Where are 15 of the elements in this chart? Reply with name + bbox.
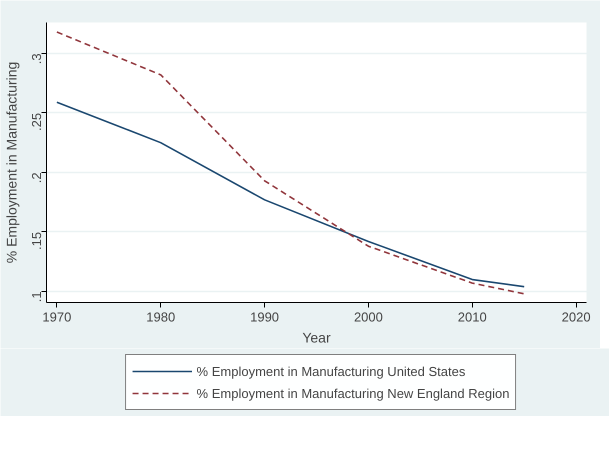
x-tick-label: 1990 (250, 310, 280, 324)
y-tick-label: .15 (29, 232, 44, 250)
y-axis-title: % Employment in Manufacturing (4, 62, 20, 264)
y-tick-label: .1 (29, 291, 44, 302)
y-tick-label: .2 (29, 172, 44, 184)
x-tick-label: 2020 (562, 310, 591, 324)
legend-label: % Employment in Manufacturing United States (196, 364, 466, 378)
x-tick-label: 2010 (458, 310, 487, 324)
y-tick-label: .25 (29, 112, 44, 132)
x-tick-label: 2000 (354, 310, 383, 324)
legend-label: % Employment in Manufacturing New England Region (196, 386, 510, 400)
x-tick-label: 1970 (42, 310, 72, 324)
x-axis-title: Year (302, 330, 331, 346)
y-tick-label: .3 (29, 53, 44, 64)
x-tick-label: 1980 (146, 310, 176, 324)
